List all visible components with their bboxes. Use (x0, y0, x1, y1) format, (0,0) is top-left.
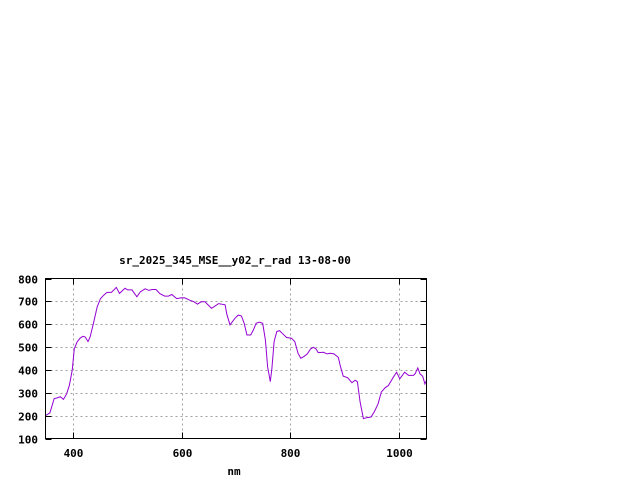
axis-ticks: 100 200 300 400 500 600 700 800 400 600 800 1000 (18, 274, 427, 460)
x-tick-label: 600 (173, 447, 193, 460)
x-tick-label: 1000 (386, 447, 413, 460)
plot-frame (45, 278, 427, 439)
y-tick-label: 400 (18, 365, 38, 378)
y-tick-label: 300 (18, 388, 38, 401)
x-tick-label: 400 (64, 447, 84, 460)
y-tick-label: 200 (18, 411, 38, 424)
y-tick-label: 500 (18, 342, 38, 355)
y-tick-label: 600 (18, 319, 38, 332)
x-tick-label: 800 (281, 447, 301, 460)
series-line (45, 286, 427, 420)
chart-title: sr_2025_345_MSE__y02_r_rad 13-08-00 (119, 254, 351, 267)
grid (45, 278, 427, 439)
y-tick-label: 800 (18, 274, 38, 287)
y-tick-label: 100 (18, 434, 38, 447)
y-tick-label: 700 (18, 296, 38, 309)
x-axis-label: nm (227, 465, 241, 478)
